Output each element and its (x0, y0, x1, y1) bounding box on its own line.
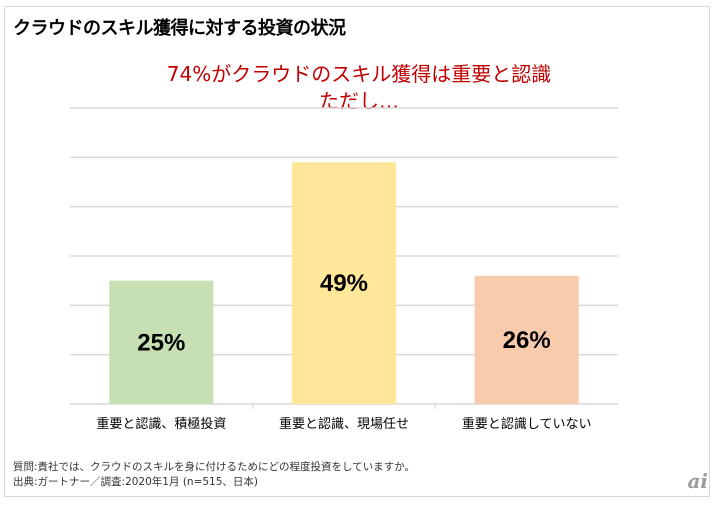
data-label: 49% (320, 270, 368, 297)
bar (109, 280, 214, 404)
chart-title: クラウドのスキル獲得に対する投資の状況 (13, 18, 346, 39)
category-label: 重要と認識、現場任せ (279, 416, 409, 432)
source-note: 出典:ガートナー／調査:2020年1月 (n=515、日本) (13, 476, 259, 488)
headline-line1: 74%がクラウドのスキル獲得は重要と認識 (166, 62, 552, 86)
headline-line2: ただし… (319, 89, 399, 113)
question-note: 質問:貴社では、クラウドのスキルを身に付けるためにどの程度投資をしていますか。 (13, 461, 416, 473)
bar (474, 275, 579, 404)
category-label: 重要と認識していない (462, 416, 592, 432)
data-label: 25% (137, 329, 185, 356)
data-label: 26% (503, 327, 551, 354)
ai-logo: ai (687, 469, 708, 493)
category-label: 重要と認識、積極投資 (96, 416, 226, 432)
bar (291, 162, 397, 404)
